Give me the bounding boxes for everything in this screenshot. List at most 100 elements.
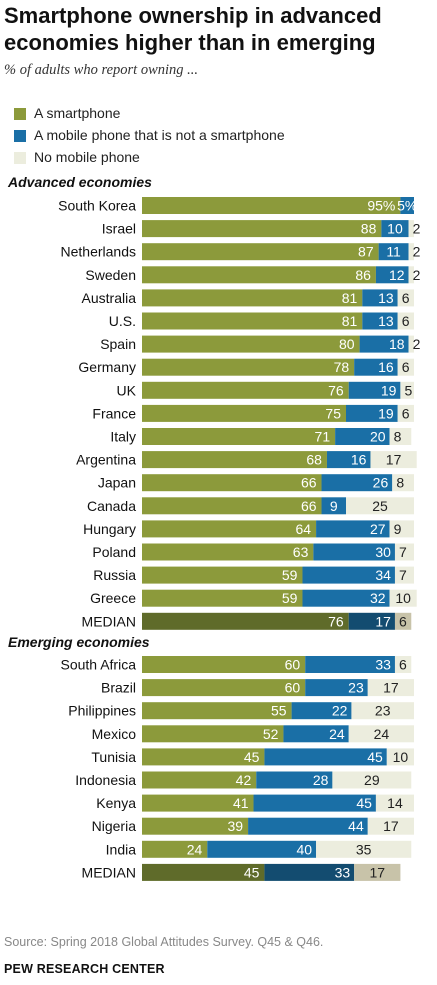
value-label-smartphone-italy: 71 [315,429,331,445]
row-label-kenya: Kenya [96,795,136,811]
row-label-israel: Israel [102,221,136,237]
row-label-australia: Australia [82,290,137,306]
value-label-mobile-phone-south-africa: 33 [375,657,391,673]
bar-smartphone-spain [142,335,360,353]
row-label-hungary: Hungary [83,521,136,537]
row-label-argentina: Argentina [76,452,136,468]
value-label-no-mobile-phone-japan: 8 [396,475,404,491]
bar-mobile-phone-south-korea [400,197,414,214]
bar-no-mobile-phone-india [316,840,412,858]
row-label-france: France [92,405,136,421]
value-label-smartphone-india: 24 [187,841,203,857]
value-label-smartphone-spain: 80 [339,336,355,352]
bar-mobile-phone-nigeria [248,817,368,835]
value-label-mobile-phone-argentina: 16 [351,452,367,468]
bar-smartphone-philippines [142,702,292,720]
bar-smartphone-south-korea [142,197,401,214]
value-label-smartphone-brazil: 60 [285,680,301,696]
bar-no-mobile-phone-sweden [408,266,414,284]
value-label-mobile-phone-russia: 34 [375,567,391,583]
value-label-mobile-phone-india: 40 [297,841,313,857]
value-label-smartphone-russia: 59 [282,567,298,583]
value-label-mobile-phone-hungary: 27 [370,521,386,537]
bar-no-mobile-phone-argentina [370,451,417,469]
bar-smartphone-greece [142,589,303,607]
value-label-no-mobile-phone-italy: 8 [394,429,402,445]
value-label-mobile-phone-netherlands: 11 [386,244,401,260]
value-label-no-mobile-phone-median-emerging: 17 [369,864,385,880]
row-label-south-africa: South Africa [61,657,137,673]
value-label-mobile-phone-italy: 20 [370,429,386,445]
bar-no-mobile-phone-brazil [367,679,414,697]
row-label-uk: UK [117,382,137,398]
bar-no-mobile-phone-south-africa [394,656,412,673]
value-label-smartphone-france: 75 [325,405,341,421]
row-label-poland: Poland [92,544,136,560]
value-label-no-mobile-phone-india: 35 [356,841,372,857]
bar-no-mobile-phone-median-emerging [354,863,401,881]
value-label-mobile-phone-japan: 26 [373,475,389,491]
value-label-mobile-phone-nigeria: 44 [348,818,364,834]
value-label-no-mobile-phone-greece: 10 [395,590,411,606]
bar-mobile-phone-argentina [326,451,371,469]
value-label-smartphone-u-s: 81 [342,313,358,329]
value-label-no-mobile-phone-brazil: 17 [383,680,399,696]
value-label-no-mobile-phone-netherlands: 2 [413,244,421,260]
row-label-median-advanced: MEDIAN [82,613,136,629]
bar-smartphone-russia [142,566,303,584]
bar-mobile-phone-tunisia [264,748,387,766]
value-label-smartphone-mexico: 52 [263,726,279,742]
value-label-mobile-phone-poland: 30 [375,544,391,560]
value-label-mobile-phone-median-advanced: 17 [375,613,391,629]
bar-no-mobile-phone-greece [389,589,417,607]
row-label-philippines: Philippines [68,703,136,719]
row-label-south-korea: South Korea [58,198,136,214]
value-label-no-mobile-phone-nigeria: 17 [383,818,399,834]
bar-mobile-phone-hungary [316,520,390,538]
bar-mobile-phone-poland [313,543,395,561]
value-label-mobile-phone-median-emerging: 33 [335,864,351,880]
source-note: Source: Spring 2018 Global Attitudes Sur… [4,935,324,949]
value-label-mobile-phone-spain: 18 [389,336,405,352]
value-label-mobile-phone-philippines: 22 [332,703,348,719]
value-label-no-mobile-phone-kenya: 14 [387,795,403,811]
bar-no-mobile-phone-philippines [351,702,414,720]
value-label-mobile-phone-kenya: 45 [356,795,372,811]
bar-mobile-phone-kenya [253,794,376,812]
value-label-mobile-phone-france: 19 [378,405,394,421]
bar-smartphone-india [142,840,208,858]
value-label-no-mobile-phone-sweden: 2 [413,267,421,283]
legend-label-no-mobile-phone: No mobile phone [34,149,140,165]
value-label-no-mobile-phone-germany: 6 [402,359,410,375]
bar-no-mobile-phone-hungary [389,520,414,538]
bar-no-mobile-phone-japan [392,474,414,492]
value-label-smartphone-south-africa: 60 [285,657,301,673]
chart-subtitle: % of adults who report owning ... [4,62,199,78]
bar-mobile-phone-india [207,840,317,858]
bar-smartphone-argentina [142,451,327,469]
value-label-smartphone-germany: 78 [334,359,350,375]
value-label-mobile-phone-brazil: 23 [348,680,364,696]
bar-smartphone-canada [142,497,322,515]
value-label-smartphone-japan: 66 [301,475,317,491]
value-label-smartphone-median-emerging: 45 [244,864,260,880]
row-label-tunisia: Tunisia [91,749,136,765]
bar-no-mobile-phone-germany [397,358,414,376]
bar-smartphone-france [142,404,346,422]
bar-mobile-phone-south-africa [305,656,395,673]
value-label-smartphone-nigeria: 39 [228,818,244,834]
bar-no-mobile-phone-uk [400,381,414,399]
row-label-germany: Germany [78,359,136,375]
value-label-smartphone-kenya: 41 [233,795,249,811]
bar-mobile-phone-brazil [305,679,368,697]
value-label-no-mobile-phone-tunisia: 10 [393,749,409,765]
bar-smartphone-mexico [142,725,284,743]
value-label-smartphone-uk: 76 [328,382,344,398]
legend-label-mobile-phone: A mobile phone that is not a smartphone [34,127,285,143]
bar-no-mobile-phone-russia [394,566,414,584]
value-label-smartphone-australia: 81 [342,290,358,306]
section-label-emerging: Emerging economies [8,634,150,650]
bar-no-mobile-phone-poland [394,543,414,561]
bar-no-mobile-phone-netherlands [408,243,414,261]
value-label-smartphone-tunisia: 45 [244,749,260,765]
